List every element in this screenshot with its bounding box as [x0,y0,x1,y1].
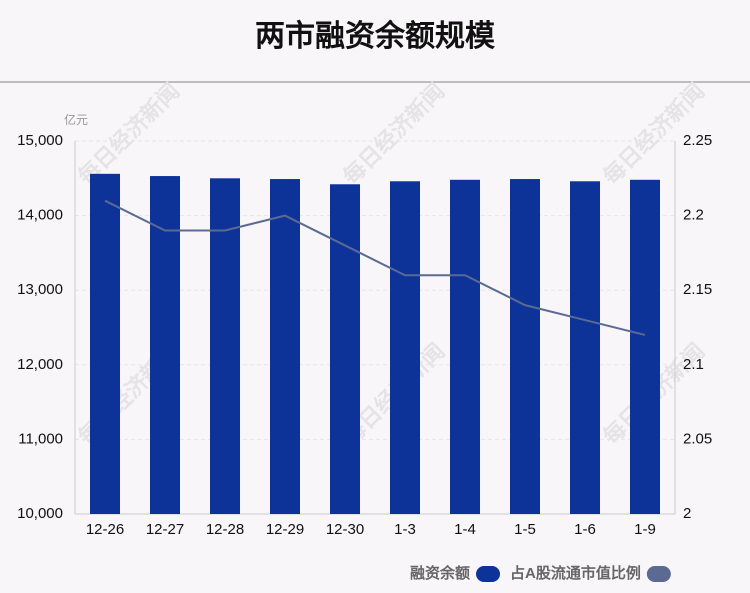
legend-swatch [646,566,671,582]
y2-tick-label: 2 [683,505,691,522]
x-tick-label: 1-9 [634,521,656,538]
bar [270,179,300,514]
chart-title: 两市融资余额规模 [255,19,495,53]
legend-swatch [476,566,501,582]
y-tick-label: 15,000 [17,132,63,149]
legend-label: 占A股流通市值比例 [510,564,641,582]
legend-label: 融资余额 [410,564,470,582]
bar [330,184,360,514]
y-tick-label: 14,000 [17,207,63,224]
x-tick-label: 12-28 [206,521,244,538]
x-tick-label: 12-29 [266,521,304,538]
y-tick-label: 13,000 [17,281,63,298]
x-tick-label: 1-3 [394,521,416,538]
line [104,199,646,336]
x-tick-label: 12-26 [86,521,124,538]
bar [510,179,540,514]
y-unit: 亿元 [64,112,88,127]
x-tick-label: 12-27 [146,521,184,538]
x-tick-label: 12-30 [326,521,364,538]
bar [150,176,180,514]
y2-tick-label: 2.1 [683,356,704,373]
y2-tick-label: 2.2 [683,207,704,224]
bar [450,179,480,515]
y2-tick-label: 2.15 [683,281,712,298]
x-tick-label: 1-4 [454,521,476,538]
bar [630,179,660,515]
x-tick-label: 1-5 [514,521,536,538]
bar [390,181,420,514]
y-tick-label: 10,000 [17,505,63,522]
bar [90,173,120,514]
x-tick-label: 1-6 [574,521,596,538]
bar [210,178,240,515]
y-tick-label: 11,000 [18,430,63,447]
y2-tick-label: 2.25 [683,132,712,149]
y2-tick-label: 2.05 [683,430,712,447]
bar [570,181,600,514]
y-tick-label: 12,000 [17,356,63,373]
